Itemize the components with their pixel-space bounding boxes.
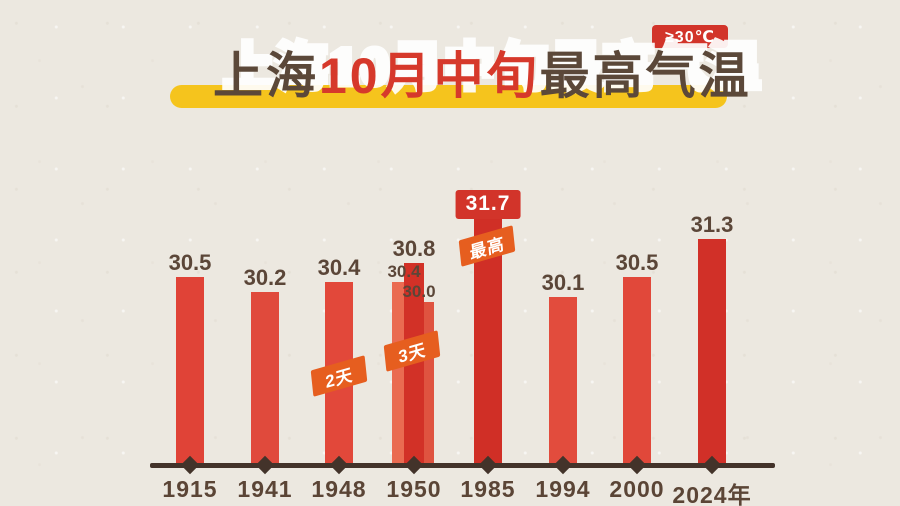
bar bbox=[698, 239, 726, 468]
page-title: 上海10月中旬最高气温 bbox=[213, 48, 752, 106]
bar bbox=[623, 277, 651, 468]
bar bbox=[404, 263, 424, 468]
title-ghost: 上海10月中旬最高气温 bbox=[221, 36, 764, 99]
threshold-badge: ≥30℃ bbox=[652, 25, 728, 48]
bar bbox=[392, 282, 407, 468]
bar bbox=[176, 277, 204, 468]
title-ghost-part: 上海 bbox=[221, 36, 331, 99]
title-part-city: 上海 bbox=[213, 48, 319, 104]
year-label: 1948 bbox=[311, 476, 367, 502]
x-axis-line bbox=[150, 463, 775, 468]
title-ghost-part: 10月中旬 bbox=[327, 36, 552, 99]
bar bbox=[549, 297, 577, 468]
title-part-subject: 最高气温 bbox=[539, 48, 752, 104]
value-label: 30.5 bbox=[168, 250, 212, 275]
year-label: 1994 bbox=[535, 476, 591, 502]
value-label: 30.0 bbox=[402, 282, 436, 301]
year-label: 1915 bbox=[162, 476, 218, 502]
year-label: 2000 bbox=[609, 476, 665, 502]
value-label: 30.2 bbox=[243, 265, 287, 290]
value-label: 30.4 bbox=[317, 255, 361, 280]
year-label: 2024年 bbox=[672, 482, 752, 506]
year-label: 1985 bbox=[460, 476, 516, 502]
value-label: 31.3 bbox=[690, 212, 734, 237]
value-label: 30.4 bbox=[387, 262, 421, 281]
bar bbox=[251, 292, 279, 468]
title-highlight-pill bbox=[170, 85, 727, 108]
value-label-boxed: 31.7 bbox=[455, 190, 521, 219]
value-label: 30.8 bbox=[392, 236, 436, 261]
title-ghost-part: 最高气温 bbox=[547, 36, 763, 99]
title-part-period: 10月中旬 bbox=[319, 48, 540, 104]
year-label: 1950 bbox=[386, 476, 442, 502]
value-label: 30.5 bbox=[615, 250, 659, 275]
year-label: 1941 bbox=[237, 476, 293, 502]
value-label: 30.1 bbox=[541, 270, 585, 295]
